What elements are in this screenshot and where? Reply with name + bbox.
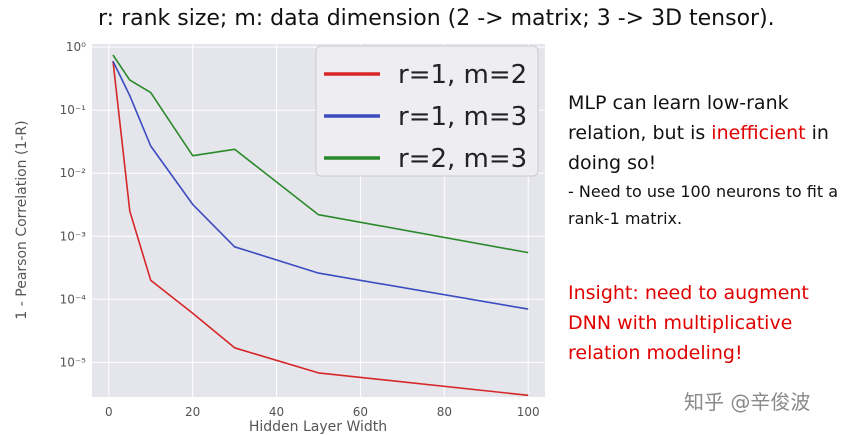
y-tick-label: 10⁻⁴ (60, 292, 87, 306)
line-chart: 0 20 40 60 80 100 10⁰ 10⁻¹ 10⁻² 10⁻³ 10⁻⁴ 10⁻⁵ Hid… (14, 40, 545, 435)
legend-label-1: r=1, m=2 (398, 60, 527, 90)
note-main-tail: in doing so! (568, 122, 829, 174)
note-sub: - Need to use 100 neurons to fit a rank-… (568, 182, 839, 228)
watermark: 知乎 @辛俊波 (684, 390, 811, 414)
note-highlight: inefficient (711, 122, 806, 144)
x-axis-label: Hidden Layer Width (249, 419, 387, 435)
legend-label-3: r=2, m=3 (398, 144, 527, 174)
y-tick-label: 10⁻¹ (60, 103, 87, 117)
y-axis-ticks: 10⁰ 10⁻¹ 10⁻² 10⁻³ 10⁻⁴ 10⁻⁵ (60, 40, 87, 369)
y-tick-label: 10⁻⁵ (60, 355, 87, 369)
series-line-2 (112, 60, 529, 310)
legend-label-2: r=1, m=3 (398, 102, 527, 132)
x-axis-ticks: 0 20 40 60 80 100 (105, 405, 540, 419)
series-lines (112, 54, 529, 397)
x-tick-label: 20 (185, 405, 200, 419)
y-tick-label: 10⁻³ (60, 229, 87, 243)
legend-box (315, 45, 539, 177)
notes-block: MLP can learn low-rank relation, but is … (568, 88, 853, 232)
series-line-3 (112, 54, 529, 254)
x-tick-label: 100 (517, 405, 540, 419)
note-main-text: MLP can learn low-rank relation, but is (568, 92, 789, 144)
x-tick-label: 60 (353, 405, 368, 419)
x-tick-label: 0 (105, 405, 113, 419)
x-tick-label: 80 (437, 405, 452, 419)
legend: r=1, m=2 r=1, m=3 r=2, m=3 (315, 45, 539, 177)
y-tick-label: 10⁻² (60, 166, 87, 180)
slide-title: r: rank size; m: data dimension (2 -> ma… (98, 6, 775, 31)
note-main: MLP can learn low-rank relation, but is … (568, 88, 853, 178)
y-tick-label: 10⁰ (66, 40, 86, 54)
insight-text: Insight: need to augment DNN with multip… (568, 282, 809, 364)
series-line-1 (112, 61, 529, 397)
x-tick-label: 40 (269, 405, 284, 419)
y-axis-label: 1 - Pearson Correlation (1-R) (14, 120, 30, 319)
